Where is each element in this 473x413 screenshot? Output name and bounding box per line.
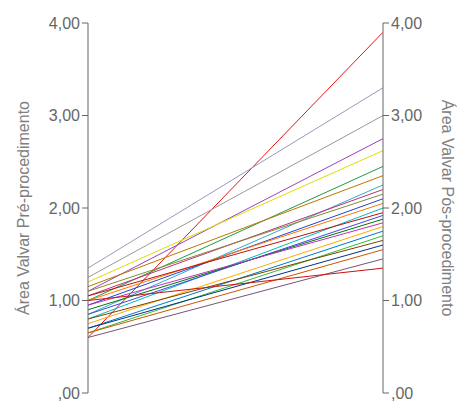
- svg-text:4,00: 4,00: [49, 15, 80, 32]
- svg-text:,00: ,00: [391, 385, 413, 402]
- svg-text:3,00: 3,00: [49, 107, 80, 124]
- svg-text:,00: ,00: [58, 385, 80, 402]
- svg-text:2,00: 2,00: [391, 200, 422, 217]
- svg-text:Área Valvar Pré-procedimento: Área Valvar Pré-procedimento: [14, 101, 32, 315]
- svg-text:1,00: 1,00: [49, 292, 80, 309]
- svg-text:2,00: 2,00: [49, 200, 80, 217]
- svg-text:4,00: 4,00: [391, 15, 422, 32]
- svg-text:Área Valvar Pós-procedimento: Área Valvar Pós-procedimento: [439, 100, 457, 317]
- svg-text:1,00: 1,00: [391, 292, 422, 309]
- svg-text:3,00: 3,00: [391, 107, 422, 124]
